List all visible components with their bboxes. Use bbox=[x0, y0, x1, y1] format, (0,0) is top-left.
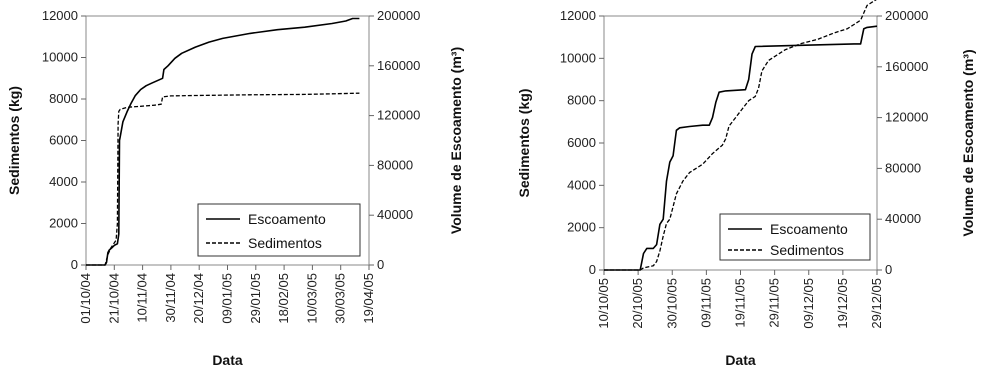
x-tick-label: 29/12/05 bbox=[869, 278, 884, 329]
y-left-tick-label: 10000 bbox=[560, 50, 596, 65]
y-left-tick-label: 12000 bbox=[42, 8, 78, 23]
legend-box bbox=[719, 213, 871, 261]
legend-label-sedimentos: Sedimentos bbox=[770, 242, 844, 258]
y-left-tick-label: 2000 bbox=[567, 220, 596, 235]
x-axis-title: Data bbox=[212, 352, 243, 368]
x-tick-label: 19/12/05 bbox=[835, 278, 850, 329]
y-left-tick-label: 6000 bbox=[49, 133, 78, 148]
series-line-sedimentos bbox=[604, 0, 877, 271]
x-tick-label: 10/03/05 bbox=[304, 273, 319, 324]
y-right-tick-label: 0 bbox=[885, 262, 892, 277]
y-right-tick-label: 160000 bbox=[885, 59, 928, 74]
series-line-escoamento bbox=[86, 17, 360, 266]
x-tick-label: 20/10/05 bbox=[630, 278, 645, 329]
x-tick-label: 18/02/05 bbox=[276, 273, 291, 324]
y-right-tick-label: 120000 bbox=[885, 110, 928, 125]
y-right-tick-label: 160000 bbox=[377, 58, 420, 73]
x-axis-title: Data bbox=[725, 352, 756, 368]
y-left-tick-label: 2000 bbox=[49, 216, 78, 231]
y-right-tick-label: 0 bbox=[377, 257, 384, 272]
y-right-tick-label: 40000 bbox=[377, 207, 413, 222]
y-left-tick-label: 12000 bbox=[560, 8, 596, 23]
legend-label-sedimentos: Sedimentos bbox=[248, 235, 322, 251]
x-tick-label: 09/11/05 bbox=[698, 278, 713, 328]
x-tick-label: 19/04/05 bbox=[361, 273, 376, 324]
y-right-tick-label: 40000 bbox=[885, 211, 921, 226]
x-tick-label: 09/12/05 bbox=[801, 278, 816, 329]
y-left-tick-label: 0 bbox=[71, 257, 78, 272]
y-left-axis-title: Sedimentos (kg) bbox=[516, 89, 532, 198]
y-left-tick-label: 8000 bbox=[567, 93, 596, 108]
series-line-sedimentos bbox=[86, 92, 360, 266]
x-tick-label: 20/12/04 bbox=[191, 273, 206, 324]
y-left-tick-label: 4000 bbox=[567, 177, 596, 192]
y-right-tick-label: 200000 bbox=[885, 8, 928, 23]
x-tick-label: 19/11/05 bbox=[733, 278, 748, 328]
x-tick-label: 30/03/05 bbox=[333, 273, 348, 324]
legend-label-escoamento: Escoamento bbox=[770, 221, 848, 237]
y-left-axis-title: Sedimentos (kg) bbox=[6, 86, 22, 195]
chart-1: 0200040006000800010000120000400008000012… bbox=[6, 8, 464, 368]
y-left-tick-label: 10000 bbox=[42, 50, 78, 65]
y-left-tick-label: 4000 bbox=[49, 174, 78, 189]
y-right-tick-label: 80000 bbox=[885, 160, 921, 175]
x-tick-label: 09/01/05 bbox=[220, 273, 235, 324]
x-tick-label: 29/11/05 bbox=[767, 278, 782, 328]
series-line-escoamento bbox=[604, 25, 878, 271]
legend-box bbox=[197, 203, 361, 257]
y-right-axis-title: Volume de Escoamento (m³) bbox=[448, 47, 464, 234]
x-tick-label: 29/01/05 bbox=[248, 273, 263, 324]
y-right-tick-label: 80000 bbox=[377, 157, 413, 172]
legend-label-escoamento: Escoamento bbox=[248, 211, 326, 227]
x-tick-label: 30/11/04 bbox=[163, 273, 178, 323]
y-left-tick-label: 6000 bbox=[567, 135, 596, 150]
x-tick-label: 01/10/04 bbox=[78, 273, 93, 324]
x-tick-label: 21/10/04 bbox=[106, 273, 121, 324]
y-right-tick-label: 120000 bbox=[377, 108, 420, 123]
y-left-tick-label: 0 bbox=[589, 262, 596, 277]
x-tick-label: 10/10/05 bbox=[596, 278, 611, 329]
y-right-axis-title: Volume de Escoamento (m³) bbox=[960, 49, 976, 236]
x-tick-label: 10/11/04 bbox=[135, 273, 150, 323]
x-tick-label: 30/10/05 bbox=[664, 278, 679, 329]
chart-2: 0200040006000800010000120000400008000012… bbox=[516, 0, 976, 368]
y-left-tick-label: 8000 bbox=[49, 91, 78, 106]
y-right-tick-label: 200000 bbox=[377, 8, 420, 23]
